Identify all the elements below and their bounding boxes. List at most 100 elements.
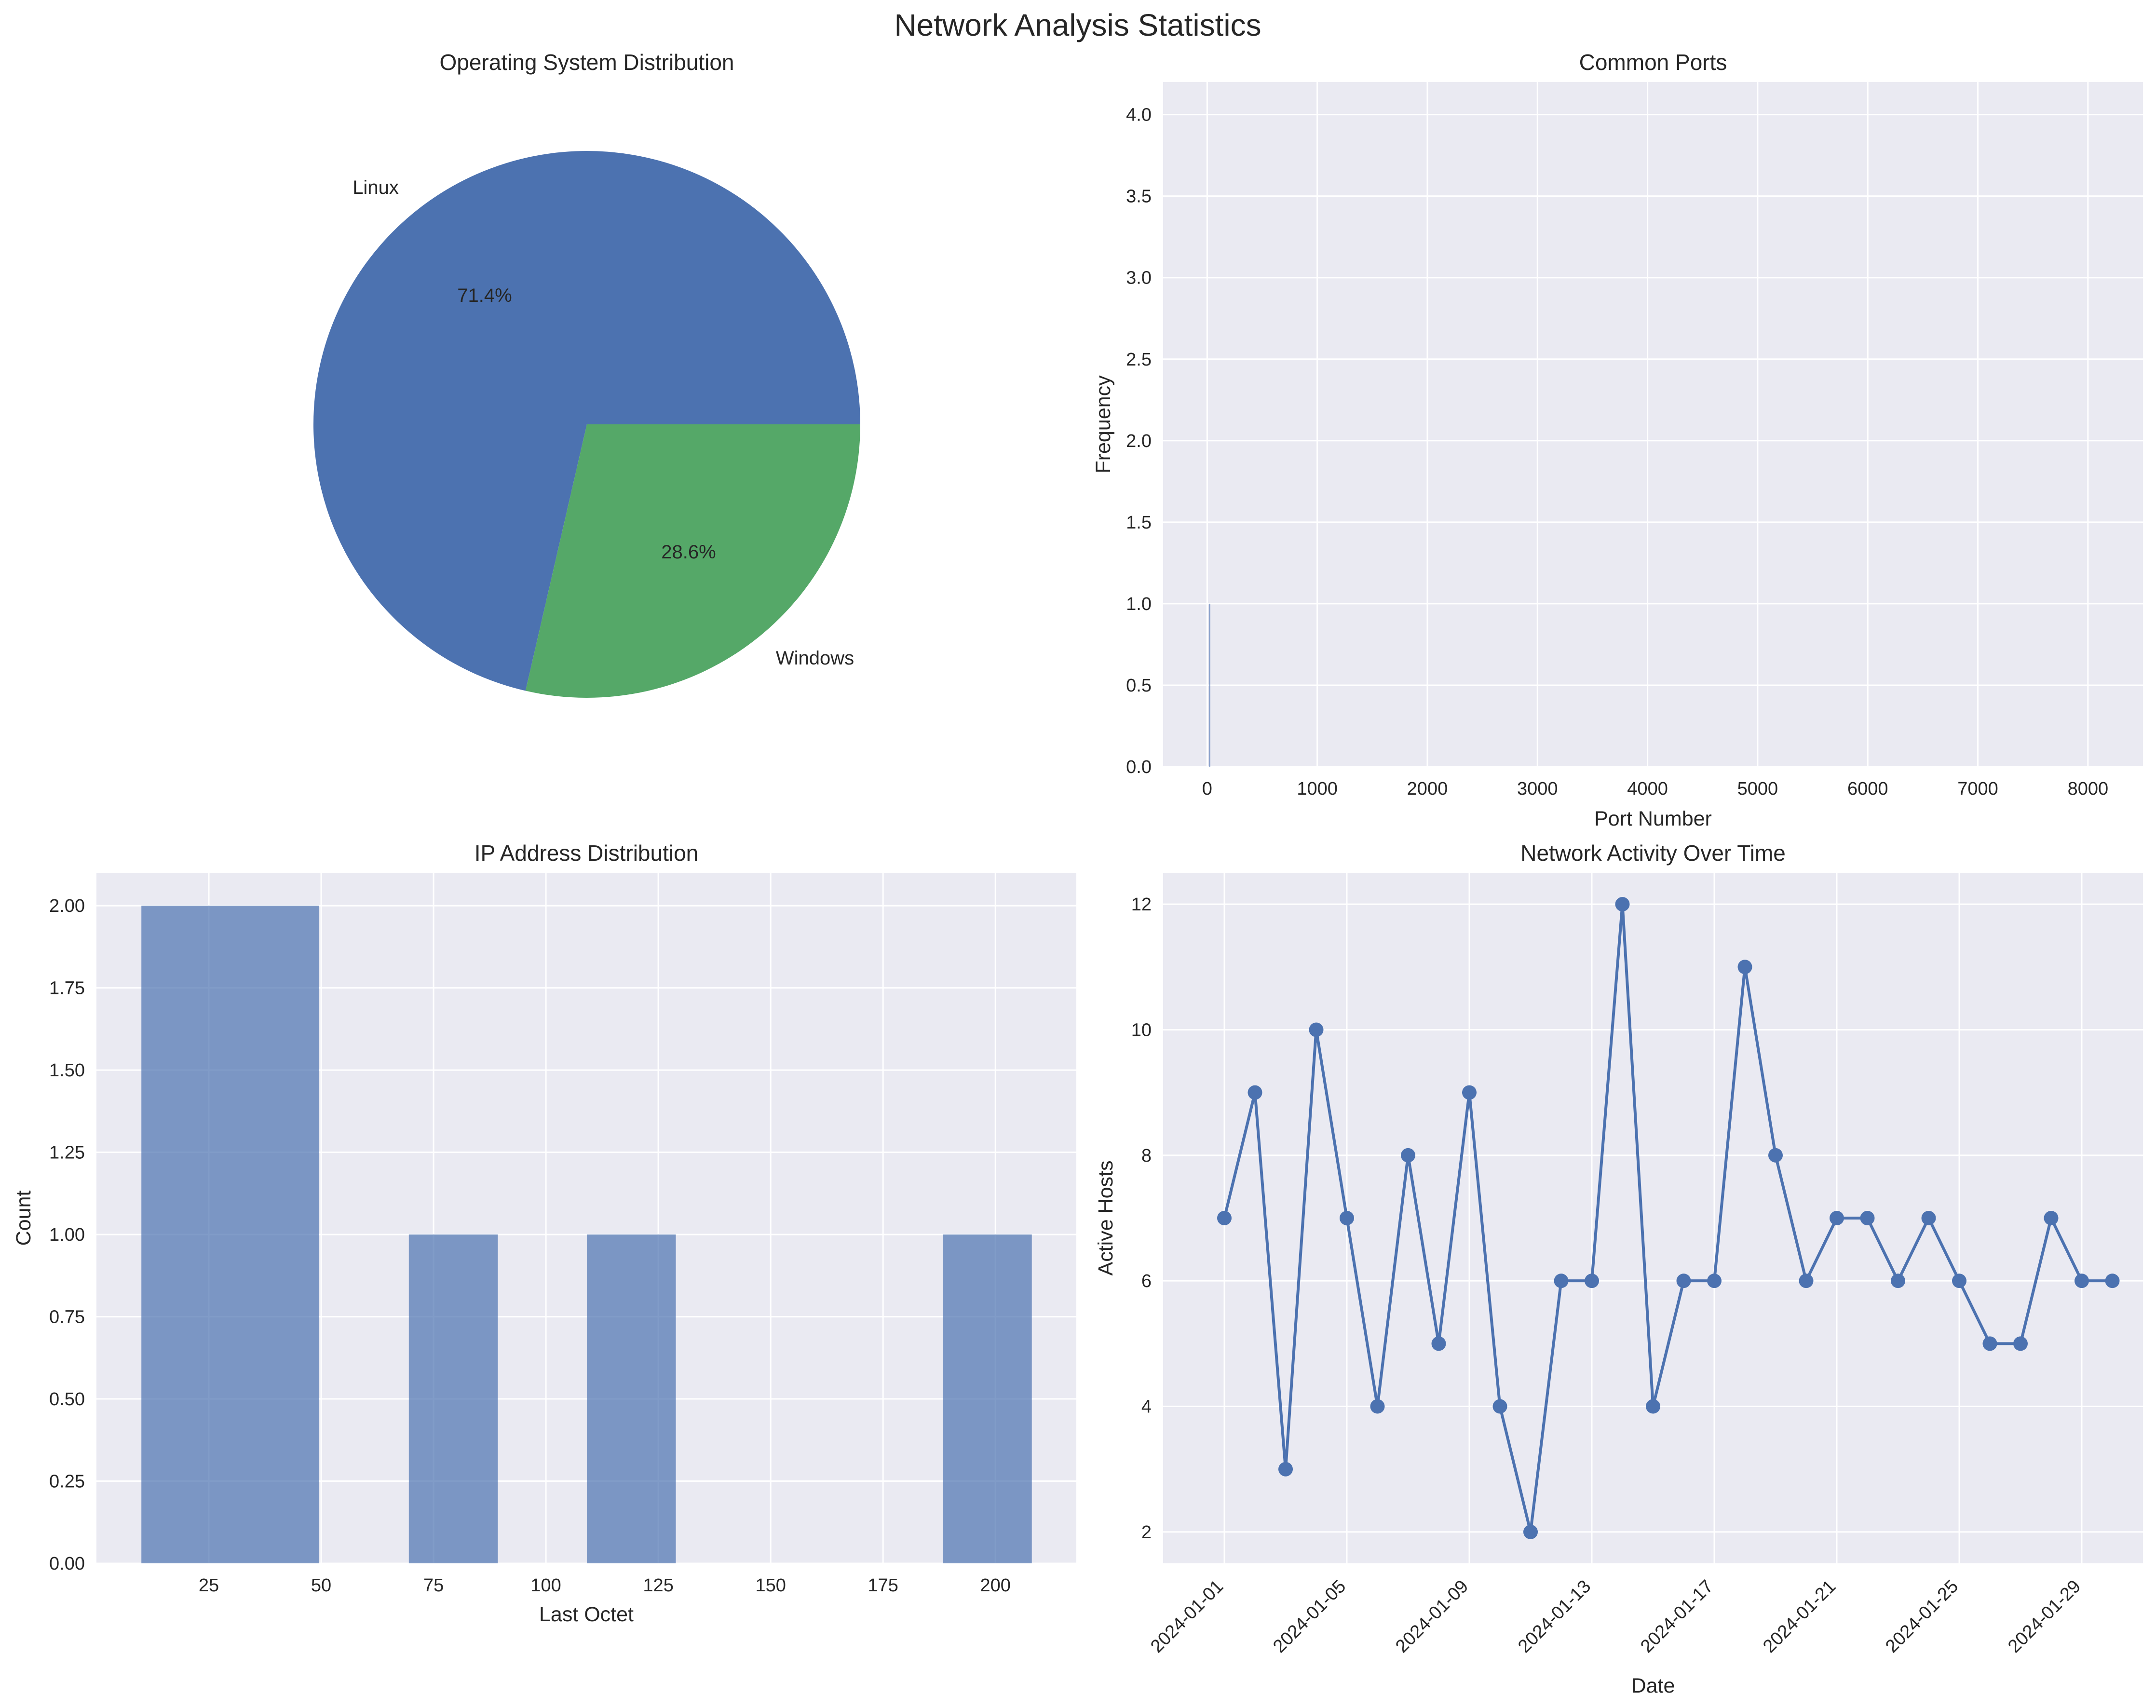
ip-y-tick-label: 0.25: [49, 1472, 85, 1492]
ip-x-ticks: 25 50 75 100 125 150 175 200: [199, 1575, 1011, 1596]
activity-point: [1830, 1211, 1844, 1225]
ports-y-tick-label: 4.0: [1126, 105, 1152, 125]
activity-point: [1523, 1524, 1538, 1539]
ports-x-tick-label: 4000: [1627, 779, 1668, 799]
ports-title: Common Ports: [1579, 50, 1727, 75]
activity-point: [1554, 1274, 1569, 1288]
pie-slice-windows: [525, 424, 860, 698]
activity-y-tick-label: 6: [1141, 1271, 1152, 1291]
ports-y-tick-label: 3.5: [1126, 187, 1152, 207]
ports-x-tick-label: 7000: [1957, 779, 1998, 799]
activity-point: [1492, 1399, 1507, 1414]
ip-y-tick-label: 1.00: [49, 1225, 85, 1245]
ip-bar: [943, 1234, 1032, 1563]
ip-y-tick-label: 1.25: [49, 1143, 85, 1163]
activity-y-tick-label: 2: [1141, 1522, 1152, 1543]
ip-bars: [141, 906, 1032, 1563]
activity-point: [1615, 897, 1630, 912]
ip-y-axis-label: Count: [12, 1191, 35, 1246]
ip-y-tick-label: 1.50: [49, 1060, 85, 1081]
activity-point: [1247, 1085, 1262, 1100]
common-ports-chart: 0 1000 2000 3000 4000 5000 6000 7000 8000 0.0 0.5…: [1092, 50, 2143, 830]
pie-label-windows: Windows: [776, 648, 854, 669]
activity-y-tick-label: 12: [1131, 895, 1152, 915]
ip-title: IP Address Distribution: [475, 840, 699, 866]
ip-y-ticks: 0.00 0.25 0.50 0.75 1.00 1.25 1.50 1.75 2.00: [49, 896, 85, 1574]
ip-bar: [141, 906, 319, 1563]
activity-point: [1431, 1336, 1446, 1351]
ports-bars: [1208, 603, 1210, 767]
ip-y-tick-label: 1.75: [49, 978, 85, 999]
activity-point: [1309, 1022, 1324, 1037]
activity-point: [2075, 1274, 2089, 1288]
ports-y-tick-label: 2.0: [1126, 431, 1152, 451]
ports-y-tick-label: 2.5: [1126, 350, 1152, 370]
pie-label-linux: Linux: [353, 177, 399, 198]
activity-point: [1891, 1274, 1905, 1288]
activity-y-tick-label: 4: [1141, 1397, 1152, 1417]
activity-point: [1217, 1211, 1232, 1225]
pie-title: Operating System Distribution: [439, 50, 734, 75]
ports-x-tick-label: 8000: [2068, 779, 2109, 799]
ip-bar: [586, 1234, 676, 1563]
ip-y-tick-label: 0.50: [49, 1389, 85, 1410]
ip-x-tick-label: 125: [643, 1575, 673, 1596]
activity-point: [1860, 1211, 1875, 1225]
activity-point: [1768, 1148, 1783, 1163]
activity-x-axis-label: Date: [1631, 1674, 1675, 1697]
activity-point: [1370, 1399, 1385, 1414]
ports-x-axis-label: Port Number: [1594, 807, 1712, 830]
activity-point: [2013, 1336, 2028, 1351]
ip-y-tick-label: 2.00: [49, 896, 85, 916]
ports-y-tick-label: 1.5: [1126, 513, 1152, 533]
ip-y-tick-label: 0.00: [49, 1554, 85, 1574]
ports-x-tick-label: 3000: [1517, 779, 1558, 799]
ip-bar: [408, 1234, 498, 1563]
activity-point: [1585, 1274, 1599, 1288]
activity-point: [2044, 1211, 2059, 1225]
ports-x-tick-label: 5000: [1737, 779, 1778, 799]
pie-pct-linux: 71.4%: [457, 285, 512, 306]
activity-line: [1223, 903, 2113, 1533]
ports-y-axis-label: Frequency: [1092, 375, 1115, 474]
ports-y-ticks: 0.0 0.5 1.0 1.5 2.0 2.5 3.0 3.5 4.0: [1126, 105, 1152, 777]
activity-point: [1278, 1462, 1293, 1477]
ip-x-tick-label: 175: [868, 1575, 898, 1596]
ip-x-axis-label: Last Octet: [539, 1603, 634, 1626]
activity-point: [1340, 1211, 1354, 1225]
ports-x-tick-label: 0: [1202, 779, 1212, 799]
ports-y-tick-label: 0.0: [1126, 757, 1152, 777]
ip-distribution-chart: 25 50 75 100 125 150 175 200 0.00 0.25 0.50 0.75 1.…: [12, 840, 1076, 1626]
activity-point: [1676, 1274, 1691, 1288]
activity-point: [1707, 1274, 1722, 1288]
ports-y-tick-label: 3.0: [1126, 268, 1152, 288]
ports-x-tick-label: 1000: [1297, 779, 1338, 799]
ports-x-tick-label: 2000: [1407, 779, 1448, 799]
ports-y-tick-label: 0.5: [1126, 676, 1152, 696]
os-distribution-pie-chart: Operating System Distribution Linux Wind…: [313, 50, 861, 698]
ip-x-tick-label: 50: [311, 1575, 331, 1596]
ports-bar: [1208, 603, 1210, 767]
activity-point: [2105, 1274, 2120, 1288]
ip-x-tick-label: 75: [423, 1575, 444, 1596]
activity-point: [1646, 1399, 1660, 1414]
activity-y-axis-label: Active Hosts: [1094, 1161, 1117, 1276]
pie-pct-windows: 28.6%: [661, 542, 716, 563]
activity-y-tick-label: 10: [1131, 1020, 1152, 1040]
pie-slices: [313, 151, 861, 698]
activity-point: [1921, 1211, 1936, 1225]
activity-title: Network Activity Over Time: [1520, 840, 1786, 866]
activity-point: [1462, 1085, 1477, 1100]
activity-point: [1737, 960, 1752, 975]
ports-x-ticks: 0 1000 2000 3000 4000 5000 6000 7000 8000: [1202, 779, 2108, 799]
activity-point: [1799, 1274, 1814, 1288]
activity-point: [1952, 1274, 1966, 1288]
activity-y-tick-label: 8: [1141, 1146, 1152, 1166]
activity-series: [1217, 897, 2120, 1539]
ip-x-tick-label: 100: [530, 1575, 561, 1596]
ip-y-tick-label: 0.75: [49, 1307, 85, 1328]
ports-y-tick-label: 1.0: [1126, 594, 1152, 614]
activity-y-ticks: 2 4 6 8 10 12: [1131, 895, 1152, 1543]
figure-title: Network Analysis Statistics: [894, 8, 1261, 42]
